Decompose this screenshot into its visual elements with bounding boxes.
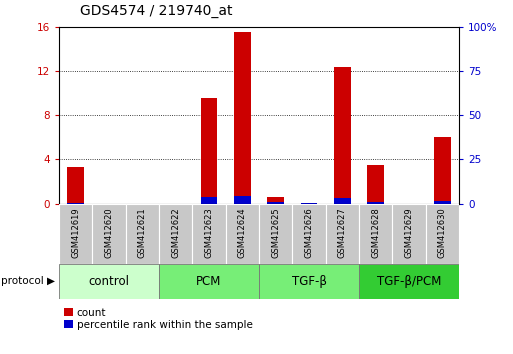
Text: GSM412628: GSM412628 <box>371 207 380 258</box>
Bar <box>359 204 392 264</box>
Bar <box>267 197 284 204</box>
Bar <box>301 203 318 204</box>
Bar <box>201 98 218 204</box>
Bar <box>359 264 459 299</box>
Bar <box>59 204 92 264</box>
Bar <box>126 204 159 264</box>
Text: GSM412630: GSM412630 <box>438 207 447 258</box>
Text: GSM412626: GSM412626 <box>305 207 313 258</box>
Bar <box>334 68 351 204</box>
Bar <box>267 202 284 204</box>
Bar <box>159 204 192 264</box>
Bar <box>234 32 251 204</box>
Bar <box>367 202 384 204</box>
Bar <box>201 198 218 204</box>
Bar <box>434 201 451 204</box>
Bar <box>434 137 451 204</box>
Bar <box>292 204 326 264</box>
Bar <box>92 204 126 264</box>
Bar <box>392 204 426 264</box>
Bar <box>159 264 259 299</box>
Bar <box>326 204 359 264</box>
Bar <box>259 264 359 299</box>
Text: GSM412624: GSM412624 <box>238 207 247 258</box>
Text: GSM412627: GSM412627 <box>338 207 347 258</box>
Bar <box>367 165 384 204</box>
Bar <box>67 203 84 204</box>
Text: control: control <box>89 275 129 288</box>
Text: protocol ▶: protocol ▶ <box>1 276 55 286</box>
Bar <box>226 204 259 264</box>
Text: GSM412623: GSM412623 <box>205 207 213 258</box>
Bar <box>67 167 84 204</box>
Text: GSM412619: GSM412619 <box>71 207 80 258</box>
Bar <box>192 204 226 264</box>
Bar <box>426 204 459 264</box>
Bar <box>259 204 292 264</box>
Text: GSM412620: GSM412620 <box>105 207 113 258</box>
Text: GSM412621: GSM412621 <box>138 207 147 258</box>
Text: GSM412629: GSM412629 <box>405 207 413 258</box>
Legend: count, percentile rank within the sample: count, percentile rank within the sample <box>64 308 252 330</box>
Text: GSM412622: GSM412622 <box>171 207 180 258</box>
Bar <box>334 198 351 204</box>
Text: GDS4574 / 219740_at: GDS4574 / 219740_at <box>80 4 232 18</box>
Bar <box>234 196 251 204</box>
Text: PCM: PCM <box>196 275 222 288</box>
Text: TGF-β/PCM: TGF-β/PCM <box>377 275 441 288</box>
Text: TGF-β: TGF-β <box>291 275 327 288</box>
Bar <box>59 264 159 299</box>
Text: GSM412625: GSM412625 <box>271 207 280 258</box>
